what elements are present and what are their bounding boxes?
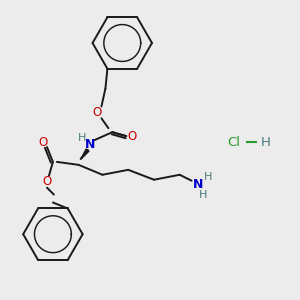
Text: H: H [204, 172, 213, 182]
Text: O: O [38, 136, 48, 148]
Text: O: O [128, 130, 137, 142]
Text: N: N [84, 138, 95, 151]
Text: H: H [261, 136, 271, 148]
Text: N: N [194, 178, 204, 191]
Text: H: H [77, 133, 86, 143]
Text: O: O [93, 106, 102, 119]
Text: O: O [42, 175, 52, 188]
Polygon shape [81, 149, 89, 159]
Text: Cl: Cl [228, 136, 241, 148]
Text: H: H [199, 190, 208, 200]
